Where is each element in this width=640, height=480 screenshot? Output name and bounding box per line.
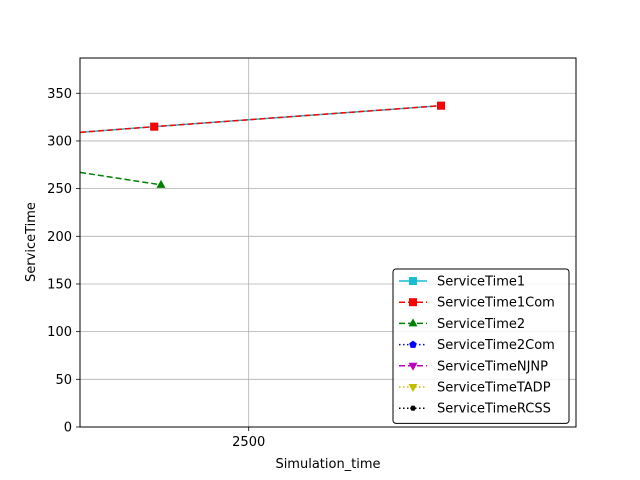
y-tick-label: 100	[47, 325, 72, 340]
legend-item: ServiceTime1Com	[399, 296, 555, 311]
legend-label: ServiceTimeTADP	[437, 381, 551, 396]
grid	[80, 58, 576, 428]
y-tick-label: 300	[47, 134, 72, 149]
y-tick-label: 250	[47, 182, 72, 197]
legend-item: ServiceTimeRCSS	[399, 402, 551, 417]
legend-marker	[409, 298, 417, 307]
legend-label: ServiceTime2Com	[437, 338, 555, 353]
y-tick-label: 200	[47, 230, 72, 245]
legend-label: ServiceTime1	[437, 275, 525, 290]
series-2	[79, 171, 166, 188]
plot-frame	[79, 57, 577, 428]
legend: ServiceTime1 ServiceTime1Com ServiceTime2 S…	[392, 268, 570, 424]
data-point	[437, 101, 446, 110]
legend-marker	[408, 318, 418, 327]
legend-marker	[408, 362, 418, 371]
ticks: 0 50 100 150 200 250 300 350 2500	[47, 87, 265, 450]
legend-box	[392, 268, 570, 424]
y-axis-label: ServiceTime	[24, 202, 39, 282]
data-point	[150, 122, 159, 131]
series-line	[79, 104, 442, 134]
legend-label: ServiceTime1Com	[437, 296, 555, 311]
legend-item: ServiceTimeTADP	[399, 381, 551, 396]
data-point	[156, 179, 166, 188]
legend-item: ServiceTime1	[399, 275, 525, 290]
legend-marker	[409, 277, 417, 285]
y-tick-label: 150	[47, 277, 72, 292]
x-tick-label: 2500	[232, 435, 265, 450]
y-tick-label: 0	[64, 421, 72, 436]
legend-item: ServiceTime2Com	[399, 338, 555, 353]
legend-item: ServiceTimeNJNP	[399, 359, 548, 374]
legend-label: ServiceTimeRCSS	[437, 402, 551, 417]
x-axis-label: Simulation_time	[275, 457, 380, 472]
legend-label: ServiceTime2	[437, 317, 525, 332]
series-group	[79, 101, 446, 188]
legend-marker	[409, 340, 417, 348]
y-tick-label: 350	[47, 87, 72, 102]
legend-label: ServiceTimeNJNP	[437, 359, 548, 374]
y-tick-label: 50	[55, 373, 72, 388]
series-line	[79, 171, 162, 186]
legend-marker	[410, 405, 416, 411]
legend-marker	[408, 384, 418, 392]
legend-item: ServiceTime2	[399, 317, 525, 332]
series-1	[79, 101, 446, 134]
